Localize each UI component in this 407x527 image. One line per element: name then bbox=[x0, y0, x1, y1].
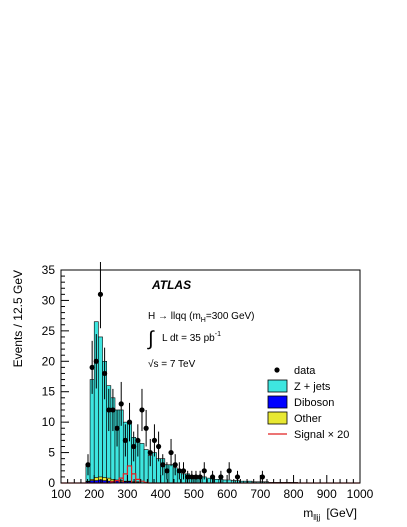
legend-label: Signal × 20 bbox=[294, 429, 349, 441]
integral-sign: ∫ bbox=[147, 328, 155, 350]
data-point bbox=[155, 443, 162, 450]
data-point bbox=[197, 474, 203, 480]
x-tick-label: 100 bbox=[51, 487, 71, 501]
x-axis-label-main: m bbox=[303, 506, 313, 520]
plot-frame bbox=[60, 269, 361, 484]
y-tick-label: 10 bbox=[42, 415, 56, 429]
atlas-label: ATLAS bbox=[151, 278, 191, 292]
data-point bbox=[143, 425, 149, 431]
x-tick-label: 200 bbox=[84, 487, 104, 501]
legend-swatch bbox=[267, 411, 288, 425]
legend-label: Diboson bbox=[294, 397, 334, 409]
y-tick-label: 35 bbox=[42, 263, 56, 277]
data-point bbox=[185, 474, 191, 480]
x-tick-label: 800 bbox=[284, 487, 304, 501]
data-point bbox=[135, 437, 141, 443]
data-point bbox=[122, 437, 128, 443]
data-point bbox=[193, 474, 199, 480]
zjets-bin bbox=[98, 336, 103, 484]
zjets-bin bbox=[89, 379, 95, 484]
data-point bbox=[139, 407, 145, 413]
data-point bbox=[259, 474, 266, 480]
lumi-text: L dt = 35 pb bbox=[162, 333, 215, 344]
y-tick-label: 25 bbox=[42, 324, 56, 338]
data-point bbox=[160, 462, 166, 468]
y-tick-label: 5 bbox=[48, 446, 55, 460]
x-tick-label: 500 bbox=[184, 487, 204, 501]
data-point bbox=[102, 370, 108, 377]
data-point bbox=[110, 407, 116, 413]
process-sub: H bbox=[201, 317, 206, 324]
energy-root: √ bbox=[148, 358, 154, 370]
data-point bbox=[114, 425, 120, 431]
energy-text: s = 7 TeV bbox=[154, 359, 196, 370]
data-point bbox=[172, 462, 178, 468]
plot-area bbox=[61, 262, 360, 484]
data-point bbox=[106, 407, 112, 413]
data-point bbox=[234, 474, 241, 480]
process-text: H → llqq (m bbox=[148, 311, 201, 322]
lumi-sup: -1 bbox=[215, 331, 221, 338]
data-point bbox=[164, 468, 170, 474]
data-point bbox=[176, 468, 182, 474]
data-point bbox=[168, 449, 174, 456]
data-point bbox=[180, 468, 187, 474]
data-point bbox=[131, 443, 137, 450]
x-tick-label: 900 bbox=[317, 487, 337, 501]
legend-data-marker bbox=[274, 367, 280, 373]
zjets-bin bbox=[168, 464, 174, 484]
legend-label: Z + jets bbox=[294, 381, 331, 393]
energy-label: √s = 7 TeV bbox=[148, 358, 196, 370]
x-tick-label: 300 bbox=[117, 487, 137, 501]
x-tick-label: 700 bbox=[250, 487, 270, 501]
lumi-label: L dt = 35 pb-1 bbox=[162, 331, 221, 344]
data-point bbox=[226, 468, 232, 474]
y-axis-label: Events / 12.5 GeV bbox=[11, 270, 25, 367]
y-tick-label: 20 bbox=[42, 354, 56, 368]
y-tick-label: 0 bbox=[48, 476, 55, 490]
data-point bbox=[151, 437, 158, 443]
data-point bbox=[218, 474, 224, 480]
data-points bbox=[85, 262, 266, 483]
legend: data Z + jets Diboson Other Signal × 20 bbox=[267, 365, 349, 441]
zjets-bin bbox=[139, 443, 145, 484]
zjets-bin bbox=[156, 458, 161, 484]
data-point bbox=[147, 449, 153, 456]
process-tail: =300 GeV) bbox=[206, 311, 255, 322]
data-point bbox=[85, 462, 91, 468]
y-tick-label: 15 bbox=[42, 385, 56, 399]
data-point bbox=[126, 419, 133, 425]
zjets-bin bbox=[152, 452, 157, 484]
zjets-bin bbox=[143, 449, 149, 484]
signal-line bbox=[61, 465, 360, 484]
legend-swatch bbox=[267, 379, 288, 393]
data-point bbox=[189, 474, 195, 480]
data-point bbox=[93, 358, 99, 364]
y-tick-label: 30 bbox=[42, 293, 56, 307]
x-axis-label-sub: lljj bbox=[313, 513, 320, 522]
data-point bbox=[97, 291, 104, 297]
legend-label: data bbox=[294, 365, 316, 377]
data-point bbox=[118, 401, 124, 407]
x-tick-label: 600 bbox=[217, 487, 237, 501]
legend-swatch bbox=[267, 395, 288, 409]
x-tick-label: 1000 bbox=[347, 487, 374, 501]
data-point bbox=[209, 474, 216, 480]
x-axis-label: mlljj [GeV] bbox=[303, 506, 357, 522]
axes: 100 200 300 400 500 600 700 800 900 1000 0 5 10 15 20 2… bbox=[42, 263, 374, 501]
signal-histogram bbox=[61, 465, 360, 484]
data-point bbox=[201, 468, 207, 474]
x-tick-label: 400 bbox=[151, 487, 171, 501]
data-point bbox=[89, 364, 95, 370]
process-label: H → llqq (mH=300 GeV) bbox=[148, 311, 255, 324]
legend-label: Other bbox=[294, 413, 322, 425]
zjets-histogram bbox=[85, 321, 299, 484]
x-axis-label-unit: [GeV] bbox=[326, 506, 357, 520]
